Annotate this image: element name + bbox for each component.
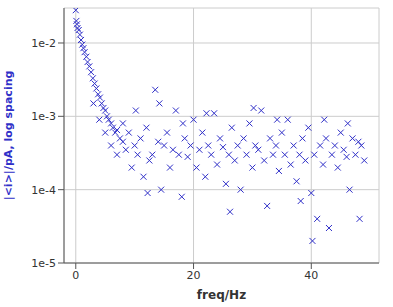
svg-text:1e-2: 1e-2: [31, 37, 56, 50]
svg-text:1e-3: 1e-3: [31, 110, 56, 123]
svg-text:1e-4: 1e-4: [31, 184, 56, 197]
svg-text:40: 40: [304, 269, 318, 282]
svg-text:freq/Hz: freq/Hz: [197, 288, 246, 302]
svg-text:20: 20: [187, 269, 201, 282]
svg-text:1e-5: 1e-5: [31, 257, 56, 270]
svg-text:|<i>|/pA, log spacing: |<i>|/pA, log spacing: [8, 71, 15, 201]
svg-text:0: 0: [72, 269, 79, 282]
